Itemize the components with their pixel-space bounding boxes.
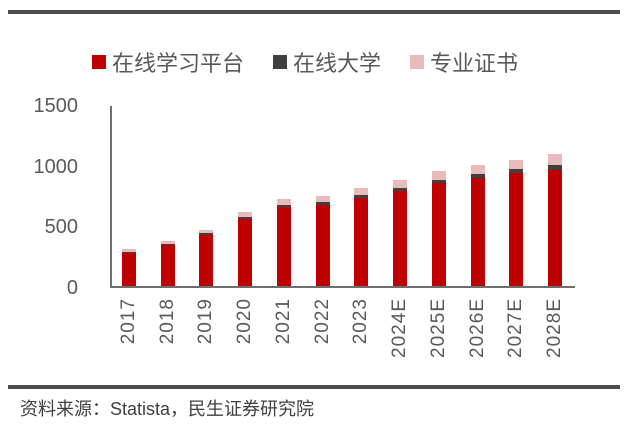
x-tick-label: 2024E bbox=[389, 298, 411, 358]
y-axis-tick-labels: 0 500 1000 1500 bbox=[0, 95, 90, 299]
y-tick-label: 0 bbox=[66, 277, 78, 299]
legend-item-online-learning-platform: 在线学习平台 bbox=[92, 46, 244, 78]
x-tick-label: 2021 bbox=[272, 298, 294, 345]
chart-legend: 在线学习平台 在线大学 专业证书 bbox=[92, 46, 518, 78]
legend-label-online-university: 在线大学 bbox=[293, 51, 382, 76]
bar-segment bbox=[393, 191, 408, 286]
legend-swatch-online-university bbox=[273, 55, 288, 69]
bar-segment bbox=[122, 252, 136, 254]
bar-segment bbox=[431, 171, 446, 180]
source-note: 资料来源：Statista，民生证券研究院 bbox=[20, 399, 315, 419]
bar-column-2021 bbox=[276, 198, 291, 286]
bar-segment bbox=[509, 168, 524, 173]
bar-segment bbox=[431, 183, 446, 286]
y-tick-label: 1500 bbox=[33, 95, 79, 117]
bar-column-2027e bbox=[509, 159, 524, 286]
legend-label-online-learning-platform: 在线学习平台 bbox=[112, 51, 245, 76]
bar-column-2020 bbox=[238, 212, 253, 286]
bar-segment bbox=[238, 219, 253, 286]
x-tick-label: 2020 bbox=[234, 298, 256, 345]
bar-segment bbox=[393, 179, 408, 189]
plot-area bbox=[110, 106, 575, 288]
bar-segment bbox=[470, 165, 485, 175]
bar-column-2018 bbox=[160, 240, 175, 286]
top-divider-rule bbox=[8, 10, 620, 14]
bar-segment bbox=[238, 212, 253, 217]
bar-segment bbox=[431, 179, 446, 184]
bar-segment bbox=[160, 240, 175, 244]
bar-segment bbox=[199, 233, 214, 236]
bar-column-2019 bbox=[199, 229, 214, 286]
x-tick-label: 2023 bbox=[350, 298, 372, 345]
bar-segment bbox=[547, 169, 562, 286]
legend-swatch-online-learning-platform bbox=[92, 55, 106, 69]
x-tick-label: 2026E bbox=[466, 298, 488, 358]
bar-segment bbox=[315, 196, 330, 203]
bar-segment bbox=[547, 164, 562, 170]
legend-swatch-professional-certificate bbox=[410, 55, 425, 69]
bar-segment bbox=[238, 216, 253, 220]
bar-column-2022 bbox=[315, 196, 330, 286]
bar-segment bbox=[160, 244, 175, 286]
bar-segment bbox=[470, 178, 485, 286]
bar-column-2025e bbox=[431, 171, 446, 286]
bar-column-2026e bbox=[470, 165, 485, 286]
bar-segment bbox=[276, 204, 291, 208]
x-tick-label: 2018 bbox=[156, 298, 178, 345]
bar-segment bbox=[354, 198, 369, 286]
x-tick-label: 2019 bbox=[195, 298, 217, 345]
x-axis-tick-labels: 2017 2018 2019 2020 2021 2022 2023 2024E 2025E 20… bbox=[112, 298, 577, 378]
bar-segment bbox=[199, 229, 214, 234]
bar-segment bbox=[276, 198, 291, 205]
bar-segment bbox=[276, 207, 291, 286]
bar-segment bbox=[122, 253, 136, 286]
bottom-divider-rule bbox=[8, 385, 620, 389]
x-tick-label: 2028E bbox=[543, 298, 565, 358]
bar-segment bbox=[160, 243, 175, 245]
x-tick-label: 2027E bbox=[505, 298, 527, 358]
y-tick-label: 500 bbox=[44, 216, 78, 239]
bar-segment bbox=[354, 188, 369, 196]
bar-column-2017 bbox=[122, 249, 136, 286]
bar-segment bbox=[315, 202, 330, 205]
legend-item-online-university: 在线大学 bbox=[273, 46, 381, 78]
x-tick-label: 2025E bbox=[427, 298, 449, 358]
bar-segment bbox=[315, 204, 330, 286]
bar-segment bbox=[122, 249, 136, 253]
legend-label-professional-certificate: 专业证书 bbox=[430, 51, 519, 76]
bar-segment bbox=[354, 195, 369, 199]
bar-segment bbox=[509, 172, 524, 286]
bar-column-2024e bbox=[393, 179, 408, 286]
legend-item-professional-certificate: 专业证书 bbox=[410, 46, 518, 78]
bar-segment bbox=[393, 188, 408, 192]
bar-column-2023 bbox=[354, 188, 369, 286]
bar-segment bbox=[509, 159, 524, 169]
bar-segment bbox=[547, 154, 562, 165]
x-tick-label: 2022 bbox=[311, 298, 333, 345]
y-tick-label: 1000 bbox=[33, 155, 79, 178]
bar-segment bbox=[199, 235, 214, 286]
x-tick-label: 2017 bbox=[118, 298, 139, 345]
bar-column-2028e bbox=[547, 154, 562, 286]
bar-segment bbox=[470, 174, 485, 179]
